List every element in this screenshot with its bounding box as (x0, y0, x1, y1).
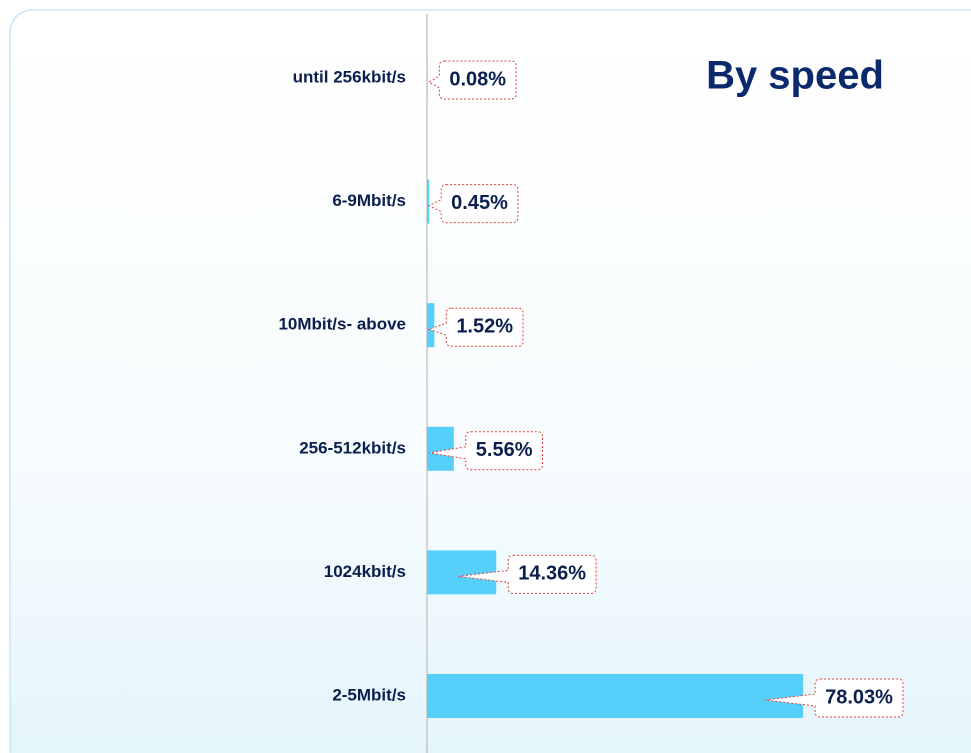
bar (427, 303, 435, 348)
data-label: 1.52% (456, 315, 513, 337)
data-label-box (428, 60, 517, 100)
data-label-box (765, 678, 904, 718)
data-label: 78.03% (825, 686, 893, 708)
bar (427, 426, 454, 471)
data-label: 5.56% (476, 439, 533, 461)
y-tick-label: 6-9Mbit/s (332, 191, 406, 210)
data-label-box (427, 184, 519, 224)
y-tick-label: 2-5Mbit/s (332, 685, 406, 704)
y-tick-label: 10Mbit/s- above (278, 315, 406, 334)
data-label: 0.08% (449, 68, 506, 90)
y-tick-label: until 256kbit/s (293, 67, 406, 86)
data-label-box (427, 307, 524, 347)
data-label: 14.36% (518, 563, 586, 585)
bar (427, 179, 430, 224)
data-label-box (428, 431, 544, 471)
data-label: 0.45% (451, 192, 508, 214)
bar (427, 550, 497, 595)
bar (427, 674, 804, 718)
panel (9, 9, 971, 753)
y-tick-label: 1024kbit/s (324, 562, 406, 581)
data-label-box (458, 554, 597, 594)
chart-title: By speed (706, 54, 884, 98)
y-tick-label: 256-512kbit/s (299, 438, 406, 457)
